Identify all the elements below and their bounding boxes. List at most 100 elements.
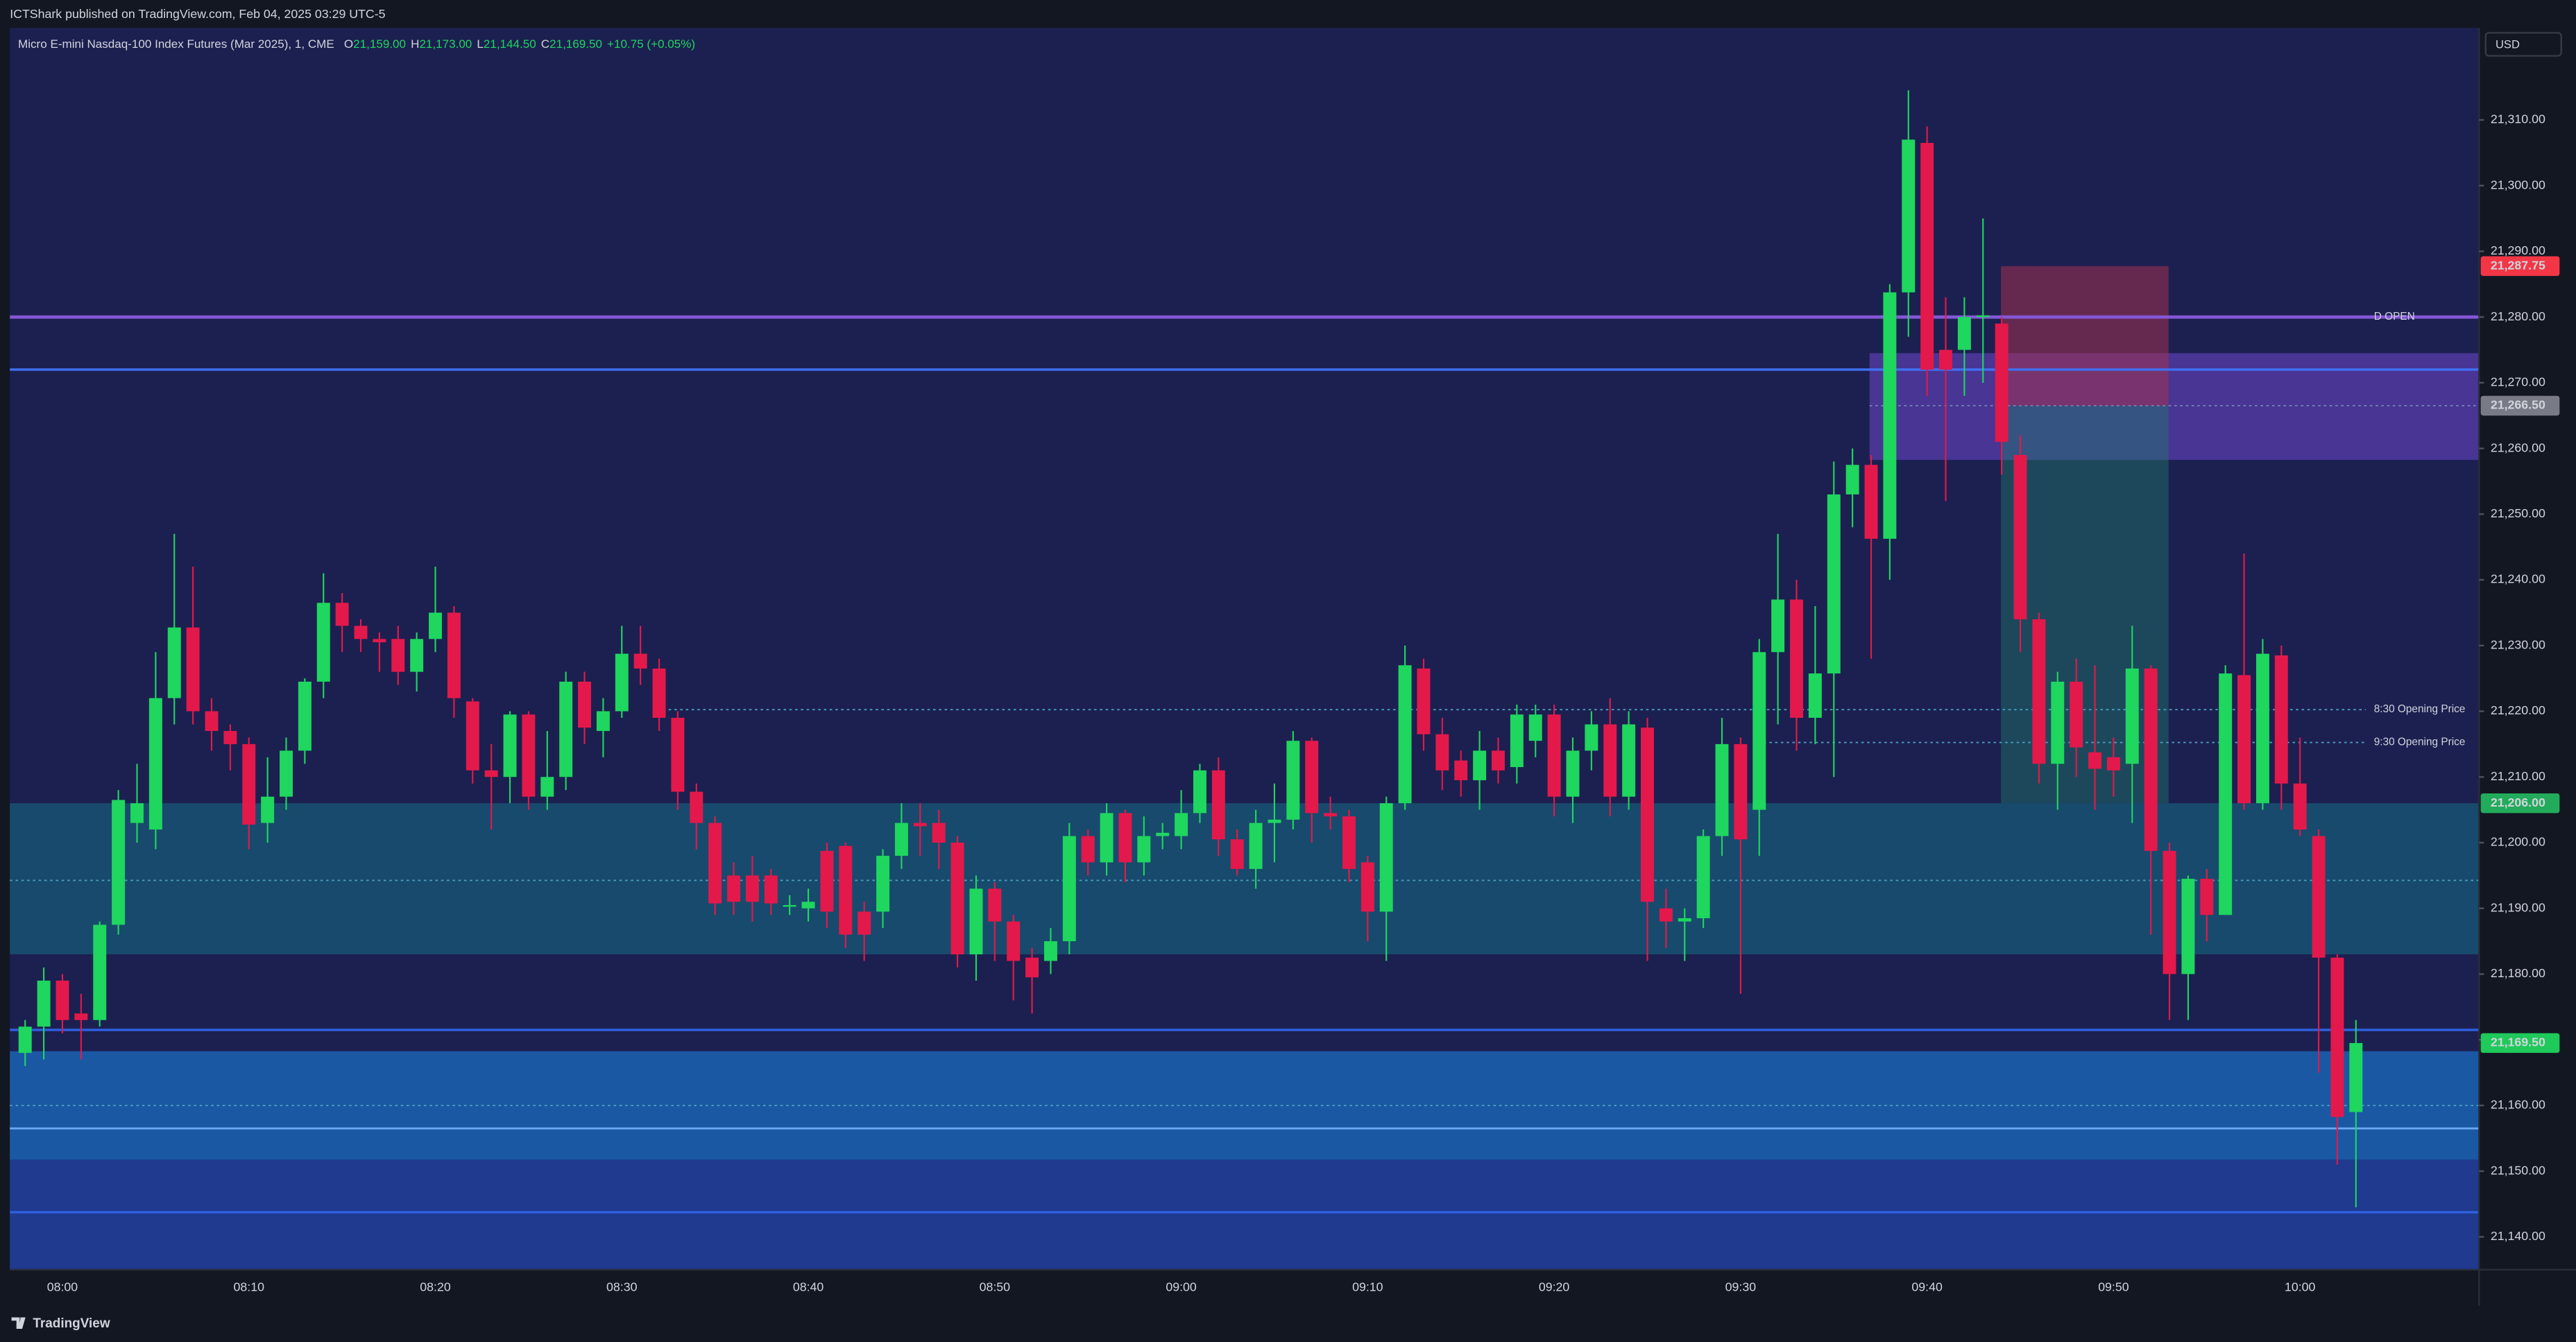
- candle-body: [429, 612, 442, 639]
- candle-body: [2237, 675, 2251, 804]
- x-tick-label: 09:20: [1539, 1280, 1570, 1294]
- candle-body: [2032, 619, 2046, 764]
- candle-body: [1528, 714, 1542, 741]
- candle-body: [1808, 673, 1822, 718]
- candle-body: [2163, 850, 2176, 974]
- axes: 21,140.0021,150.0021,160.0021,170.0021,1…: [47, 112, 2560, 1294]
- y-tick-label: 21,160.00: [2491, 1098, 2545, 1112]
- candle-body: [1696, 836, 1710, 918]
- candle-body: [578, 681, 592, 728]
- candle-body: [130, 803, 144, 823]
- candle-body: [540, 777, 554, 797]
- candle-body: [1641, 728, 1654, 902]
- x-tick-label: 09:40: [1911, 1280, 1943, 1294]
- candle-body: [2051, 681, 2065, 764]
- candle-body: [745, 875, 759, 902]
- candle-body: [2200, 879, 2214, 915]
- symbol: Micro E-mini Nasdaq-100 Index Futures (M…: [18, 37, 334, 50]
- zone: [10, 803, 2480, 955]
- price-tag-label: 21,169.50: [2491, 1035, 2545, 1049]
- price-tag-label: 21,206.00: [2491, 795, 2545, 809]
- candle-body: [2088, 752, 2102, 769]
- candle-body: [373, 639, 386, 643]
- candle-body: [1137, 836, 1151, 863]
- candle-body: [1118, 813, 1132, 863]
- candle-body: [466, 701, 479, 771]
- candle-body: [2070, 681, 2083, 748]
- candle-body: [559, 681, 573, 777]
- candle-body: [2219, 673, 2233, 915]
- candle-body: [242, 743, 256, 825]
- zone: [1869, 353, 2480, 461]
- candle-body: [1360, 862, 1374, 912]
- y-tick-label: 21,290.00: [2491, 243, 2545, 257]
- candle-body: [503, 714, 517, 777]
- candle-body: [708, 823, 722, 904]
- candle-body: [1547, 714, 1561, 797]
- candle-body: [764, 875, 778, 904]
- price-tag: [2480, 1033, 2560, 1053]
- candle-body: [1398, 665, 1412, 804]
- candle-body: [1305, 741, 1319, 814]
- candle-body: [1379, 803, 1393, 912]
- candle-body: [2330, 957, 2344, 1117]
- candle-body: [1585, 724, 1598, 751]
- legend-value: 21,144.50: [484, 37, 536, 50]
- x-tick-label: 09:30: [1725, 1280, 1757, 1294]
- currency-box[interactable]: [2484, 32, 2562, 57]
- legend-value: 21,169.50: [549, 37, 602, 50]
- candle-body: [596, 711, 610, 731]
- candle-body: [205, 711, 219, 731]
- candle-body: [633, 653, 647, 669]
- x-tick-label: 08:40: [793, 1280, 824, 1294]
- legend-key: O: [344, 37, 353, 50]
- candle-body: [298, 681, 312, 751]
- candle-body: [223, 730, 237, 744]
- y-tick-label: 21,210.00: [2491, 769, 2545, 783]
- candle-body: [1734, 743, 1748, 840]
- candle-body: [1249, 823, 1263, 869]
- candle-body: [484, 770, 498, 777]
- watermark: TradingView: [33, 1316, 110, 1331]
- candle-body: [1659, 908, 1673, 922]
- legend-key: H: [411, 37, 419, 50]
- candle-body: [2013, 455, 2027, 619]
- candle-body: [1976, 315, 1990, 318]
- candle-body: [783, 905, 796, 907]
- candle-body: [18, 1026, 32, 1053]
- candle-body: [1864, 465, 1878, 539]
- candle-body: [1492, 750, 1505, 771]
- candle-body: [167, 627, 181, 698]
- currency[interactable]: USD: [2496, 38, 2520, 51]
- publisher: ICTShark published on TradingView.com, F…: [10, 7, 385, 21]
- candle-body: [1883, 292, 1897, 539]
- candle-body: [1062, 836, 1076, 942]
- y-tick-label: 21,140.00: [2491, 1229, 2545, 1243]
- levels: D OPEN 8:30 Opening Price 9:30 Opening Pri…: [10, 311, 2480, 1214]
- y-tick-label: 21,240.00: [2491, 572, 2545, 586]
- price-tag: [2480, 395, 2560, 416]
- candle-body: [1175, 813, 1188, 836]
- legend-change: +10.75 (+0.05%): [607, 37, 695, 50]
- y-tick-label: 21,180.00: [2491, 966, 2545, 980]
- zone: [2001, 266, 2169, 406]
- candle-body: [1827, 494, 1841, 674]
- candle-body: [1211, 770, 1225, 840]
- x-tick-label: 10:00: [2285, 1280, 2316, 1294]
- candle-body: [652, 668, 666, 718]
- candle-body: [1957, 317, 1971, 350]
- candle-body: [1715, 743, 1729, 836]
- candle-body: [1771, 599, 1785, 653]
- candle-body: [1043, 941, 1057, 961]
- y-tick-label: 21,220.00: [2491, 703, 2545, 717]
- candle-body: [2106, 757, 2120, 771]
- candle-body: [2181, 879, 2195, 974]
- candle-body: [37, 980, 51, 1027]
- x-tick-label: 09:10: [1352, 1280, 1383, 1294]
- candle-body: [858, 911, 871, 935]
- candle-body: [950, 843, 964, 955]
- candle-body: [1454, 760, 1468, 780]
- candle-body: [671, 718, 685, 792]
- zone: [2001, 406, 2169, 804]
